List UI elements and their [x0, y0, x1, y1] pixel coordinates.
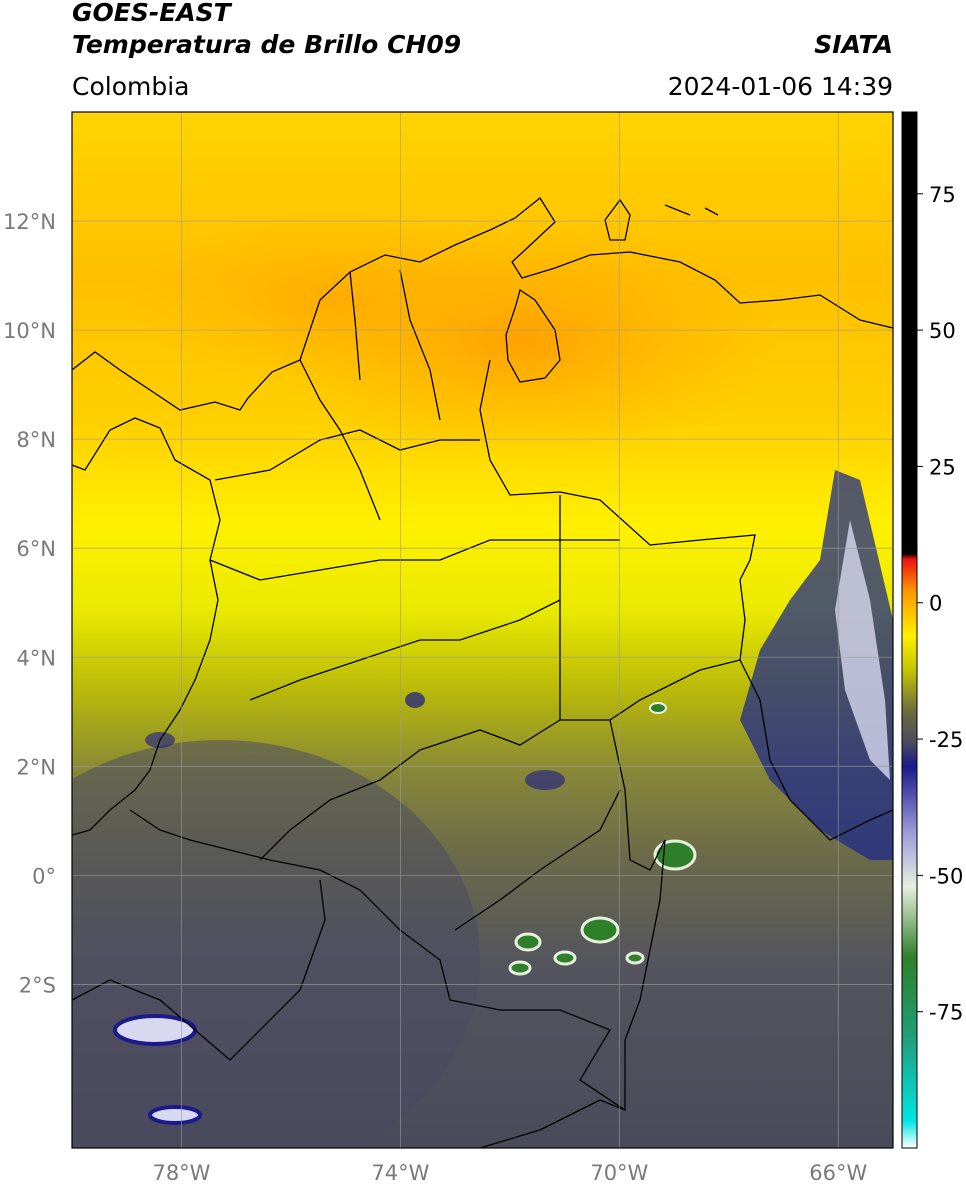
- colorbar-tick-label: 25: [929, 455, 956, 479]
- lon-tick-label: 78°W: [152, 1161, 210, 1185]
- map-frame: [71, 111, 894, 1149]
- source-label: SIATA: [814, 30, 893, 59]
- lat-tick-label: 4°N: [16, 646, 56, 670]
- product-title: Temperatura de Brillo CH09: [72, 30, 462, 59]
- lon-tick-label: 74°W: [371, 1161, 429, 1185]
- colorbar-tick-label: -75: [929, 1001, 963, 1025]
- colorbar-scale: [902, 112, 917, 1148]
- colorbar-tick-label: 50: [929, 319, 956, 343]
- lon-tick-label: 70°W: [590, 1161, 648, 1185]
- colorbar-tick-label: 0: [929, 592, 942, 616]
- lat-tick-label: 6°N: [16, 537, 56, 561]
- lat-tick-label: 0°: [32, 864, 56, 888]
- country-borders: [72, 197, 893, 1148]
- lat-tick-label: 8°N: [16, 428, 56, 452]
- colorbar-tick-label: -25: [929, 728, 963, 752]
- colorbar: 75 50 25 0 -25 -50 -75: [901, 111, 963, 1149]
- lat-tick-label: 12°N: [3, 210, 56, 234]
- lon-tick-label: 66°W: [809, 1161, 867, 1185]
- colorbar-tick-label: -50: [929, 864, 963, 888]
- lat-tick-label: 10°N: [3, 319, 56, 343]
- colorbar-tick-label: 75: [929, 183, 956, 207]
- map-gridlines: [72, 112, 893, 1148]
- lat-tick-label: 2°N: [16, 755, 56, 779]
- timestamp-label: 2024-01-06 14:39: [667, 72, 893, 101]
- latitude-labels: 12°N 10°N 8°N 6°N 4°N 2°N 0° 2°S: [3, 210, 56, 997]
- region-label: Colombia: [72, 72, 190, 101]
- map-imagery: [72, 112, 893, 1148]
- lat-tick-label: 2°S: [19, 973, 56, 997]
- satellite-title: GOES-EAST: [72, 0, 231, 27]
- longitude-labels: 78°W 74°W 70°W 66°W: [152, 1161, 867, 1185]
